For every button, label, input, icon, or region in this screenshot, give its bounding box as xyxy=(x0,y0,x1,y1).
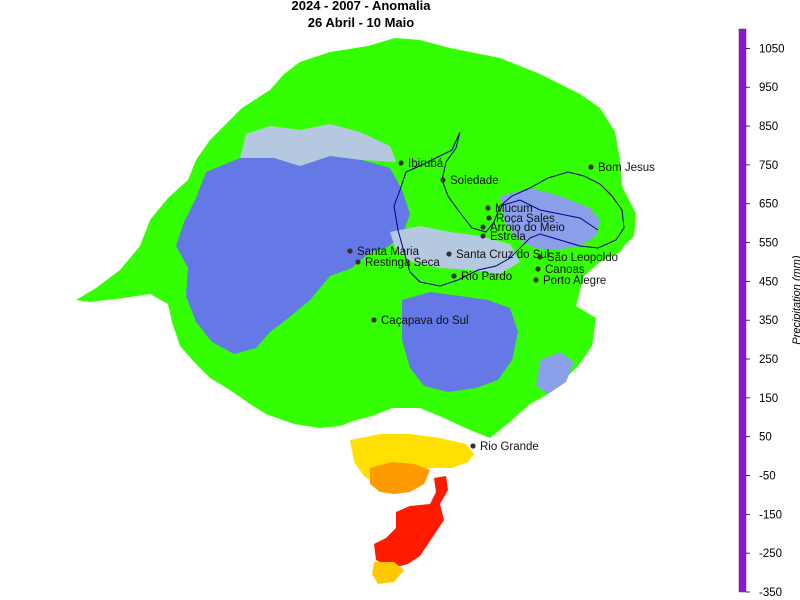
city-label: Mucum xyxy=(495,203,533,215)
city-marker: Mucum xyxy=(485,203,533,215)
blue-region-west xyxy=(176,156,410,354)
city-label: São Leopoldo xyxy=(547,252,618,264)
city-marker: Porto Alegre xyxy=(533,275,606,287)
city-label: Porto Alegre xyxy=(543,275,606,287)
city-marker: Ibirubá xyxy=(398,158,444,170)
city-dot xyxy=(537,254,543,260)
city-label: Soledade xyxy=(450,175,499,187)
city-label: Santa Maria xyxy=(357,246,420,258)
city-marker: Arroio do Meio xyxy=(480,222,565,234)
city-marker: Santa Cruz do Sul xyxy=(446,249,549,261)
city-marker: Santa Maria xyxy=(347,246,420,258)
colorbar-tick-label: -50 xyxy=(759,471,776,483)
city-dot xyxy=(347,248,353,254)
colorbar-tick-label: 950 xyxy=(759,82,778,94)
colorbar-tick-label: -350 xyxy=(759,587,782,599)
city-dot xyxy=(485,205,491,211)
colorbar-tick-label: 450 xyxy=(759,276,778,288)
city-label: Estrela xyxy=(490,231,526,243)
city-label: Arroio do Meio xyxy=(490,222,565,234)
colorbar-tick-label: 850 xyxy=(759,121,778,133)
city-dot xyxy=(533,277,539,283)
colorbar-tick-label: 150 xyxy=(759,393,778,405)
city-label: Rio Pardo xyxy=(461,271,512,283)
colorbar-tick-label: -250 xyxy=(759,548,782,560)
map-title: 2024 - 2007 - Anomalia xyxy=(291,0,431,13)
colorbar-tick-label: 1050 xyxy=(759,43,785,55)
city-dot xyxy=(398,160,404,166)
city-dot xyxy=(371,317,377,323)
city-marker: Soledade xyxy=(440,175,499,187)
city-dot xyxy=(480,224,486,230)
city-dot xyxy=(480,233,486,239)
city-dot xyxy=(446,251,452,257)
city-label: Santa Cruz do Sul xyxy=(456,249,549,261)
city-marker: Rio Pardo xyxy=(451,271,512,283)
pale-region-north xyxy=(240,124,396,166)
city-label: Caçapava do Sul xyxy=(381,315,469,327)
city-label: Restinga Seca xyxy=(365,257,440,269)
colorbar-tick-label: 350 xyxy=(759,315,778,327)
orange-region-south xyxy=(370,462,430,494)
city-marker: Canoas xyxy=(535,264,585,276)
map-subtitle: 26 Abril - 10 Maio xyxy=(307,15,415,30)
city-marker: Caçapava do Sul xyxy=(371,315,469,327)
city-label: Bom Jesus xyxy=(598,162,655,174)
city-label: Rio Grande xyxy=(480,441,539,453)
colorbar-tick-label: -150 xyxy=(759,509,782,521)
city-marker: São Leopoldo xyxy=(537,252,618,264)
city-label: Canoas xyxy=(545,264,585,276)
city-dot xyxy=(588,164,594,170)
colorbar: 1050 950 850 750 650 550 450 350 250 150 50 -50 -150… xyxy=(738,28,800,599)
blue-region-east xyxy=(536,352,574,394)
city-marker: Restinga Seca xyxy=(355,257,440,269)
city-marker: Estrela xyxy=(480,231,526,243)
pale-region-center xyxy=(390,226,520,274)
city-dot xyxy=(440,177,446,183)
colorbar-gradient xyxy=(738,28,747,593)
colorbar-tick-label: 550 xyxy=(759,238,778,250)
blue-region-northeast xyxy=(500,188,600,250)
colorbar-tick-label: 750 xyxy=(759,160,778,172)
city-dot xyxy=(486,215,492,221)
colorbar-unit-label: Precipitation (mm) xyxy=(791,255,800,345)
colorbar-tick-label: 50 xyxy=(759,432,772,444)
city-dot xyxy=(470,443,476,449)
blue-region-south xyxy=(402,292,518,392)
colorbar-tick-label: 250 xyxy=(759,354,778,366)
city-dot xyxy=(355,259,361,265)
red-region-south xyxy=(374,476,448,568)
river-basin-outline xyxy=(393,131,625,287)
city-label: Roca Sales xyxy=(496,213,555,225)
city-marker: Rio Grande xyxy=(470,441,539,453)
anomaly-field xyxy=(76,38,636,584)
city-marker: Bom Jesus xyxy=(588,162,655,174)
city-label: Ibirubá xyxy=(408,158,444,170)
city-marker: Roca Sales xyxy=(486,213,555,225)
city-dot xyxy=(535,266,541,272)
colorbar-tick-label: 650 xyxy=(759,199,778,211)
orange-tip-south xyxy=(372,562,404,584)
city-dot xyxy=(451,273,457,279)
